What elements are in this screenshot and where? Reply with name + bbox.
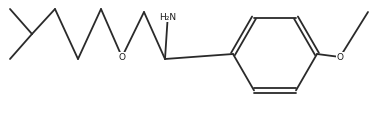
Text: O: O	[118, 53, 125, 62]
Text: H₂N: H₂N	[159, 13, 176, 22]
Text: O: O	[337, 53, 344, 62]
